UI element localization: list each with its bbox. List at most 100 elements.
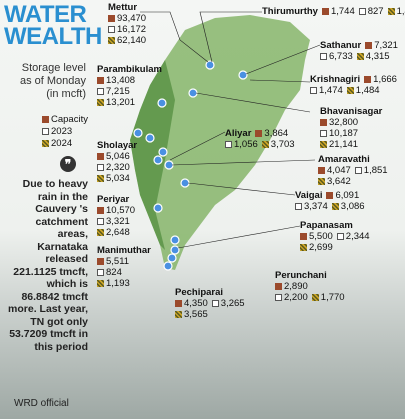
dot — [153, 155, 163, 165]
reservoir-name: Parambikulam — [97, 64, 162, 75]
legend: Capacity 2023 2024 — [42, 114, 88, 150]
swatch — [336, 233, 344, 240]
leader — [195, 92, 311, 113]
storage-value: 5,046 — [106, 151, 130, 162]
swatch — [97, 269, 104, 276]
swatch — [97, 175, 104, 182]
reservoir-row: Mettur — [108, 2, 150, 13]
swatch — [108, 26, 115, 33]
reservoir-name: Perunchani — [275, 270, 327, 281]
tamil-nadu-shape — [130, 15, 310, 270]
storage-value: 1,744 — [330, 6, 355, 17]
storage-value: 2,344 — [345, 231, 370, 242]
dot — [205, 60, 215, 70]
reservoir-name: Periyar — [97, 194, 130, 205]
reservoir-row: Periyar — [97, 194, 139, 205]
dot — [145, 133, 155, 143]
reservoir-row: 32,800 — [320, 117, 386, 128]
source: WRD official — [14, 398, 69, 409]
reservoir-row: Vaigai 6,091 — [295, 190, 369, 201]
reservoir-name: Pechiparai — [175, 287, 224, 298]
reservoir-row: Parambikulam — [97, 64, 166, 75]
storage-value: 3,565 — [184, 309, 208, 320]
storage-value: 2,320 — [106, 162, 130, 173]
storage-value: 4,047 — [327, 165, 351, 176]
reservoir-row: 6,733 4,315 — [320, 51, 402, 62]
reservoir-name: Aliyar — [225, 128, 252, 139]
reservoir-row: 10,570 — [97, 205, 139, 216]
reservoir: Amaravathi 4,047 1,851 3,642 — [318, 154, 392, 187]
legend-label: Capacity — [51, 114, 88, 125]
reservoir: Perunchani 2,890 2,200 1,770 — [275, 270, 349, 303]
dot — [170, 245, 180, 255]
reservoir-row: 5,500 2,344 — [300, 231, 374, 242]
reservoir: Krishnagiri 1,666 1,474 1,484 — [310, 74, 401, 96]
swatch — [364, 76, 372, 83]
swatch — [175, 311, 182, 318]
swatch — [225, 141, 232, 148]
swatch — [326, 192, 334, 199]
swatch — [321, 8, 329, 15]
storage-value: 7,215 — [106, 86, 130, 97]
swatch — [300, 244, 307, 251]
swatch — [311, 294, 319, 301]
leader — [171, 159, 316, 166]
reservoir-row: 3,374 3,086 — [295, 201, 369, 212]
storage-value: 21,141 — [329, 139, 359, 150]
reservoir-row: 5,034 — [97, 173, 141, 184]
reservoir-row: 2,890 — [275, 281, 349, 292]
swatch — [320, 130, 327, 137]
swatch — [42, 116, 49, 123]
leader-lines — [140, 11, 321, 249]
reservoir: Sholayar 5,046 2,320 5,034 — [97, 140, 141, 184]
reservoir: Bhavanisagar 32,800 10,187 21,141 — [320, 106, 386, 150]
reservoir-name: Thirumurthy — [262, 6, 318, 17]
reservoir-name: Krishnagiri — [310, 74, 361, 85]
swatch — [331, 203, 339, 210]
storage-value: 2,890 — [284, 281, 308, 292]
legend-label: 2023 — [51, 126, 73, 137]
reservoir-name: Amaravathi — [318, 154, 370, 165]
swatch — [42, 128, 49, 135]
reservoir-row: Manimuthar — [97, 245, 155, 256]
reservoir-row: 1,474 1,484 — [310, 85, 401, 96]
reservoir-name: Mettur — [108, 2, 138, 13]
storage-value: 10,570 — [106, 205, 136, 216]
storage-value: 6,733 — [329, 51, 353, 62]
storage-value: 4,350 — [184, 298, 208, 309]
swatch — [97, 207, 104, 214]
swatch — [97, 280, 104, 287]
swatch — [295, 203, 302, 210]
storage-value: 10,187 — [329, 128, 359, 139]
storage-value: 93,470 — [117, 13, 147, 24]
swatch — [346, 87, 354, 94]
leader — [187, 182, 296, 196]
reservoir-name: Vaigai — [295, 190, 323, 201]
reservoir-row: 21,141 — [320, 139, 386, 150]
title-line: WEALTH — [4, 23, 102, 50]
reservoir-row: Aliyar 3,864 — [225, 128, 299, 139]
swatch — [108, 15, 115, 22]
storage-value: 32,800 — [329, 117, 359, 128]
dot — [238, 70, 248, 80]
reservoir: Aliyar 3,864 1,056 3,703 — [225, 128, 299, 150]
reservoir-row: 16,172 — [108, 24, 150, 35]
reservoir-name: Bhavanisagar — [320, 106, 383, 117]
storage-value: 3,703 — [270, 139, 295, 150]
swatch — [365, 42, 373, 49]
reservoir-name: Papanasam — [300, 220, 353, 231]
storage-value: 1,484 — [355, 85, 380, 96]
reservoir-row: 4,350 3,265 — [175, 298, 249, 309]
swatch — [356, 53, 364, 60]
storage-value: 1,851 — [363, 165, 388, 176]
reservoir-row: 3,642 — [318, 176, 392, 187]
reservoir: Pechiparai 4,350 3,265 3,565 — [175, 287, 249, 320]
swatch — [300, 233, 307, 240]
leader — [140, 11, 209, 63]
dot — [170, 235, 180, 245]
swatch — [97, 77, 104, 84]
swatch — [97, 153, 104, 160]
reservoir-row: 3,321 — [97, 216, 139, 227]
reservoir-row: 5,046 — [97, 151, 141, 162]
